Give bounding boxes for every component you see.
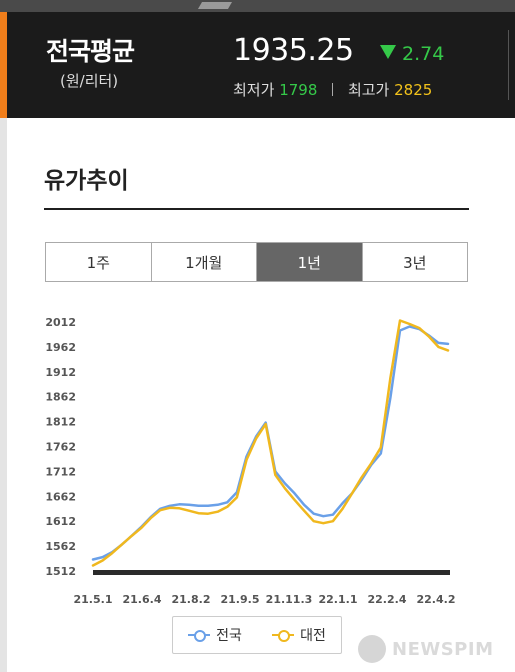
down-arrow-icon [380, 45, 396, 59]
accent-bar [0, 12, 7, 118]
y-tick-label: 1862 [45, 391, 76, 404]
x-tick-label: 21.8.2 [172, 593, 211, 606]
header-title: 전국평균 [46, 37, 135, 66]
series-line-daejeon [91, 319, 450, 567]
price-change-value: 2.74 [402, 43, 445, 65]
legend-item-daejeon[interactable]: 대전 [272, 625, 326, 645]
price-header: 전국평균 (원/리터) 1935.25 2.74 최저가 1798 최고가 28… [0, 0, 515, 118]
y-tick-label: 1612 [45, 515, 76, 528]
period-tabs: 1주 1개월 1년 3년 [45, 242, 468, 282]
section-title: 유가추이 [44, 168, 129, 194]
circle-line-marker-icon [188, 630, 211, 642]
tab-3-years[interactable]: 3년 [362, 243, 467, 281]
x-axis-baseline [93, 570, 450, 575]
y-tick-label: 1762 [45, 441, 76, 454]
legend-label-daejeon: 대전 [300, 628, 326, 644]
y-tick-label: 2012 [45, 316, 76, 329]
max-label: 최고가 [347, 81, 390, 99]
newspim-logo-icon [358, 635, 386, 663]
chart-legend: 전국 대전 [172, 616, 342, 654]
legend-label-national: 전국 [216, 628, 242, 644]
x-tick-label: 22.1.1 [319, 593, 358, 606]
x-tick-label: 21.5.1 [74, 593, 113, 606]
price-change: 2.74 [380, 43, 444, 65]
min-label: 최저가 [233, 81, 275, 99]
y-tick-label: 1812 [45, 416, 76, 429]
x-tick-label: 21.11.3 [266, 593, 313, 606]
watermark-text: NEWSPIM [392, 638, 494, 660]
y-tick-label: 1712 [45, 465, 76, 478]
circle-line-marker-icon [272, 630, 295, 642]
y-tick-label: 1562 [45, 540, 76, 553]
x-tick-label: 22.2.4 [368, 593, 407, 606]
tab-1-month[interactable]: 1개월 [151, 243, 257, 281]
y-tick-label: 1662 [45, 490, 76, 503]
y-tick-label: 1962 [45, 341, 76, 354]
price-trend-chart: 2012 1962 1912 1862 1812 1762 1712 1662 1612 1562… [45, 316, 456, 606]
header-top-strip [0, 0, 515, 12]
trend-card [7, 118, 515, 672]
min-value: 1798 [279, 81, 318, 99]
legend-item-national[interactable]: 전국 [188, 625, 242, 645]
title-underline [44, 208, 469, 210]
tab-1-week[interactable]: 1주 [46, 243, 152, 281]
y-tick-label: 1912 [45, 366, 76, 379]
average-price: 1935.25 [233, 33, 354, 68]
x-tick-label: 21.9.5 [221, 593, 260, 606]
x-tick-label: 21.6.4 [123, 593, 162, 606]
tab-1-year[interactable]: 1년 [257, 243, 363, 281]
x-tick-label: 22.4.2 [417, 593, 456, 606]
header-divider [508, 30, 509, 100]
watermark-logo: NEWSPIM [358, 635, 493, 663]
min-max-separator [332, 83, 334, 96]
header-unit: (원/리터) [60, 72, 119, 90]
y-tick-label: 1512 [45, 565, 76, 578]
max-value: 2825 [394, 81, 433, 99]
min-max-row: 최저가 1798 최고가 2825 [233, 79, 432, 100]
